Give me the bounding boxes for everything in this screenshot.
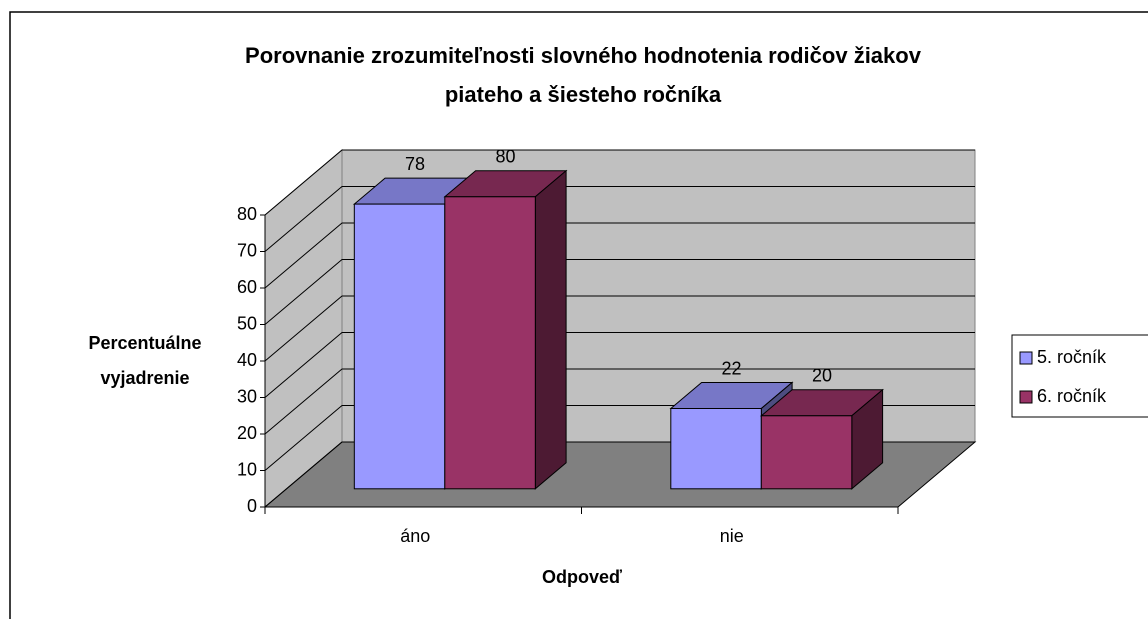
x-tick-label: áno bbox=[400, 526, 430, 546]
data-label: 80 bbox=[495, 147, 515, 167]
x-tick-label: nie bbox=[720, 526, 744, 546]
grid-line bbox=[264, 222, 975, 289]
y-tick-label: 50 bbox=[237, 313, 257, 333]
chart-title: Porovnanie zrozumiteľnosti slovného hodn… bbox=[245, 43, 922, 68]
y-tick-label: 60 bbox=[237, 277, 257, 297]
legend-swatch bbox=[1019, 351, 1033, 365]
data-label: 78 bbox=[405, 154, 425, 174]
bar bbox=[760, 415, 853, 490]
bar-side bbox=[534, 169, 567, 490]
y-axis-title: Percentuálne bbox=[88, 333, 201, 353]
grid-line bbox=[264, 332, 975, 398]
y-tick-label: 20 bbox=[237, 423, 257, 443]
legend bbox=[1011, 334, 1148, 418]
y-tick-label: 30 bbox=[237, 386, 257, 406]
y-tick-label: 0 bbox=[247, 496, 257, 516]
legend-label: 6. ročník bbox=[1037, 386, 1107, 406]
grid-line bbox=[264, 295, 975, 362]
grid-line bbox=[264, 368, 975, 435]
legend-swatch bbox=[1019, 390, 1033, 404]
y-axis-title: vyjadrenie bbox=[100, 368, 189, 388]
chart-title: piateho a šiesteho ročníka bbox=[445, 82, 722, 107]
y-tick-label: 40 bbox=[237, 350, 257, 370]
bar bbox=[670, 408, 762, 490]
grid-line bbox=[264, 186, 975, 252]
x-axis-title: Odpoveď bbox=[542, 567, 622, 587]
legend-label: 5. ročník bbox=[1037, 347, 1107, 367]
grid-line bbox=[264, 259, 975, 325]
bar bbox=[353, 203, 446, 490]
y-tick-label: 70 bbox=[237, 240, 257, 260]
y-tick-label: 80 bbox=[237, 204, 257, 224]
data-label: 20 bbox=[812, 366, 832, 386]
grid-line bbox=[264, 149, 975, 216]
y-tick-label: 10 bbox=[237, 459, 257, 479]
data-label: 22 bbox=[721, 358, 741, 378]
bar bbox=[444, 196, 536, 490]
